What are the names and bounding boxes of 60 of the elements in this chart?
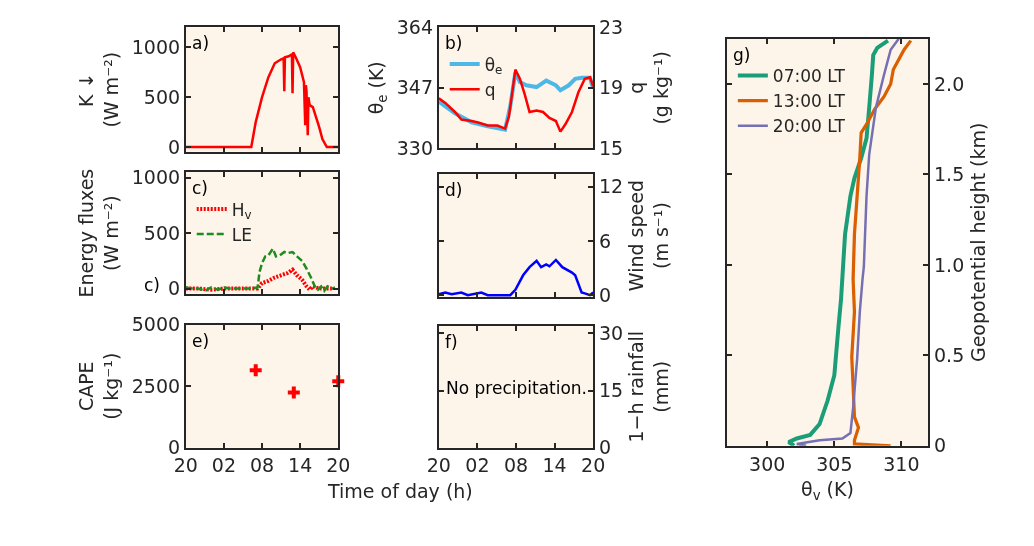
y-tick-label: 2.0 xyxy=(934,72,965,95)
annotation: d) xyxy=(445,180,463,200)
annotation: b) xyxy=(445,33,463,53)
legend-label: 07:00 LT xyxy=(772,66,846,87)
y-tick-label: 5000 xyxy=(131,313,181,336)
x-axis-title: θ$_{v}$ (K) xyxy=(801,478,854,503)
y-tick-label: 15 xyxy=(598,379,624,402)
y-tick-label: 6 xyxy=(598,229,612,252)
y-tick-label: 0 xyxy=(167,277,181,300)
legend-label: H$_{v}$ xyxy=(231,199,252,223)
y-tick-label: 12 xyxy=(598,175,624,198)
y-tick-label: 364 xyxy=(396,15,434,38)
y-tick-label: 1.5 xyxy=(934,163,965,186)
y-tick-label: 500 xyxy=(143,85,181,108)
x-tick-label: 08 xyxy=(249,454,275,477)
x-tick-label: 310 xyxy=(883,452,920,475)
y-tick-label: 1000 xyxy=(131,35,181,58)
x-tick-label: 14 xyxy=(542,454,567,477)
y-tick-label: 2500 xyxy=(131,374,181,397)
y-axis-title: CAPE (J kg⁻¹) xyxy=(75,352,123,420)
y-tick-label: 1.0 xyxy=(934,253,965,276)
y-tick-label: 0 xyxy=(598,283,612,306)
y-tick-label: 347 xyxy=(396,76,434,99)
annotation: c) xyxy=(192,178,208,198)
y-tick-label: 330 xyxy=(396,136,434,159)
y-tick-label: 0 xyxy=(934,434,947,457)
y-tick-label: 500 xyxy=(143,221,181,244)
legend-label: LE xyxy=(231,224,252,245)
annotation: e) xyxy=(192,331,210,351)
x-tick-label: 02 xyxy=(465,454,490,477)
y-tick-label: 0 xyxy=(167,135,181,158)
annotation: g) xyxy=(733,45,751,65)
annotation: f) xyxy=(445,332,458,352)
y2-tick-label: 19 xyxy=(598,76,624,99)
x-tick-label: 20 xyxy=(326,454,351,477)
legend-label: q xyxy=(484,79,496,100)
y2-tick-label: 23 xyxy=(598,15,624,38)
text: c) xyxy=(144,275,160,295)
y-axis-title: K ↓ (W m⁻²) xyxy=(75,51,123,128)
y-axis-title: Geopotential height (km) xyxy=(966,122,989,363)
x-tick-label: 20 xyxy=(426,454,451,477)
y-axis-title: Wind speed (m s⁻¹) xyxy=(625,179,673,292)
annotation: No precipitation. xyxy=(446,378,588,398)
y-tick-label: 0.5 xyxy=(934,343,965,366)
y-axis-title: Energy fluxes (W m⁻²) xyxy=(75,168,123,298)
x-tick-label: 08 xyxy=(503,454,529,477)
legend-label: 20:00 LT xyxy=(772,116,846,137)
x-tick-label: 300 xyxy=(749,452,786,475)
y-tick-label: 30 xyxy=(598,322,624,345)
x-axis-title: Time of day (h) xyxy=(327,480,473,502)
y-axis-title: 1−h rainfall (mm) xyxy=(625,330,673,443)
legend-label: 13:00 LT xyxy=(772,91,846,112)
x-tick-label: 305 xyxy=(816,452,853,475)
line-series xyxy=(850,39,913,446)
legend-label: θ$_{e}$ xyxy=(484,54,503,78)
y2-axis-title: q (g kg⁻¹) xyxy=(625,50,673,125)
annotation: a) xyxy=(192,33,210,53)
x-tick-label: 14 xyxy=(288,454,313,477)
x-tick-label: 02 xyxy=(211,454,237,477)
y-tick-label: 1000 xyxy=(131,166,181,189)
